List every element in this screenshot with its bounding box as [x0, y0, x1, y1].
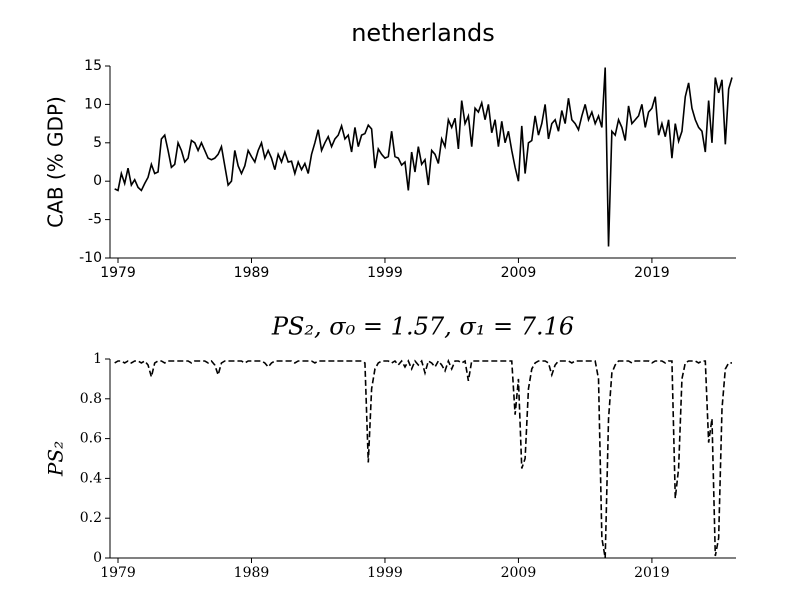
x-tick-label: 1979 [100, 265, 136, 281]
y-tick-label: 0 [93, 550, 102, 566]
x-tick-label: 2009 [501, 565, 537, 581]
y-tick-label: 0.2 [80, 510, 102, 526]
chart-title: netherlands [351, 19, 495, 47]
data-line [114, 358, 732, 559]
x-tick-label: 2019 [634, 265, 670, 281]
x-tick-label: 1989 [234, 565, 270, 581]
x-tick-label: 1979 [100, 565, 136, 581]
y-tick-label: -5 [88, 212, 102, 228]
x-tick-label: 1989 [234, 265, 270, 281]
y-tick-label: 0 [93, 173, 102, 189]
y-tick-label: 1 [93, 351, 102, 367]
x-tick-label: 1999 [367, 265, 403, 281]
y-tick-label: -10 [79, 250, 102, 266]
y-tick-label: 0.8 [80, 391, 102, 407]
y-tick-label: 5 [93, 135, 102, 151]
y-tick-label: 0.4 [80, 470, 102, 486]
data-line [114, 67, 733, 247]
x-tick-label: 2009 [501, 265, 537, 281]
chart-title: PS₂, σ₀ = 1.57, σ₁ = 7.16 [271, 313, 574, 341]
y-axis-label: CAB (% GDP) [44, 96, 68, 228]
subplot: netherlands CAB (% GDP) -10 -5 0 5 10 15 1979 198… [44, 19, 736, 281]
x-tick-label: 2019 [634, 565, 670, 581]
y-tick-label: 0.6 [80, 431, 102, 447]
y-axis-label: PS₂ [44, 441, 68, 477]
subplot: PS₂, σ₀ = 1.57, σ₁ = 7.16 PS₂ 0 0.2 0.4 0.6 0.… [44, 313, 736, 581]
x-tick-label: 1999 [367, 565, 403, 581]
y-tick-label: 10 [84, 96, 102, 112]
y-tick-label: 15 [84, 58, 102, 74]
